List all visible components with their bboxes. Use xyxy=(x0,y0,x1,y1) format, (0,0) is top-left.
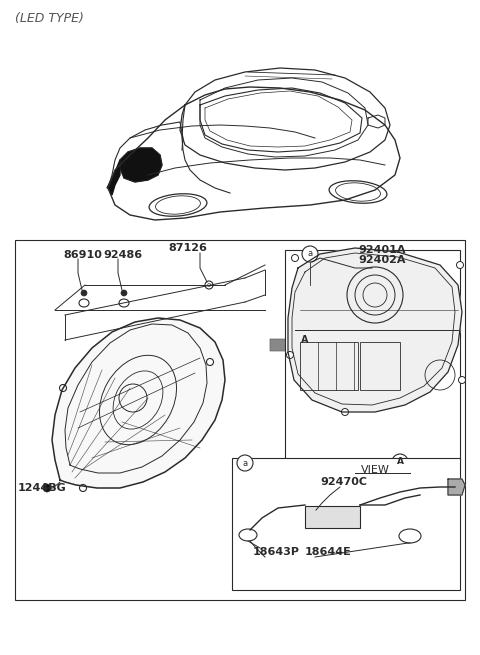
Circle shape xyxy=(291,255,299,261)
Text: (LED TYPE): (LED TYPE) xyxy=(15,12,84,25)
Text: 1244BG: 1244BG xyxy=(18,483,67,493)
Polygon shape xyxy=(120,148,162,182)
Polygon shape xyxy=(52,318,225,488)
Text: VIEW: VIEW xyxy=(360,465,389,475)
Polygon shape xyxy=(448,479,465,495)
Polygon shape xyxy=(288,248,462,412)
Bar xyxy=(300,342,358,390)
FancyArrow shape xyxy=(270,337,302,353)
Circle shape xyxy=(60,384,67,392)
Text: 92470C: 92470C xyxy=(320,477,367,487)
Polygon shape xyxy=(107,160,120,195)
Circle shape xyxy=(206,358,214,365)
Circle shape xyxy=(341,409,348,415)
Text: a: a xyxy=(242,458,248,468)
Circle shape xyxy=(302,246,318,262)
Circle shape xyxy=(43,484,51,492)
Bar xyxy=(285,250,460,460)
Text: o: o xyxy=(207,282,211,288)
Text: A: A xyxy=(301,335,309,345)
Circle shape xyxy=(121,290,127,296)
Bar xyxy=(360,342,400,390)
Circle shape xyxy=(80,485,86,491)
Bar xyxy=(232,458,460,590)
Circle shape xyxy=(456,261,464,269)
Circle shape xyxy=(237,455,253,471)
Text: 86910: 86910 xyxy=(63,250,102,260)
Text: a: a xyxy=(307,250,312,259)
Circle shape xyxy=(392,454,408,470)
Circle shape xyxy=(287,352,293,358)
Bar xyxy=(15,240,465,600)
Text: A: A xyxy=(396,457,404,466)
Bar xyxy=(305,506,360,528)
Circle shape xyxy=(295,330,315,350)
Text: 18643P: 18643P xyxy=(253,547,300,557)
Ellipse shape xyxy=(239,529,257,541)
Text: 18644E: 18644E xyxy=(305,547,352,557)
Circle shape xyxy=(205,281,213,289)
Text: 87126: 87126 xyxy=(168,243,207,253)
Ellipse shape xyxy=(399,529,421,543)
Text: 92486: 92486 xyxy=(103,250,142,260)
Text: 92401A: 92401A xyxy=(358,245,406,255)
Circle shape xyxy=(458,377,466,383)
Text: 92402A: 92402A xyxy=(358,255,406,265)
Circle shape xyxy=(81,290,87,296)
